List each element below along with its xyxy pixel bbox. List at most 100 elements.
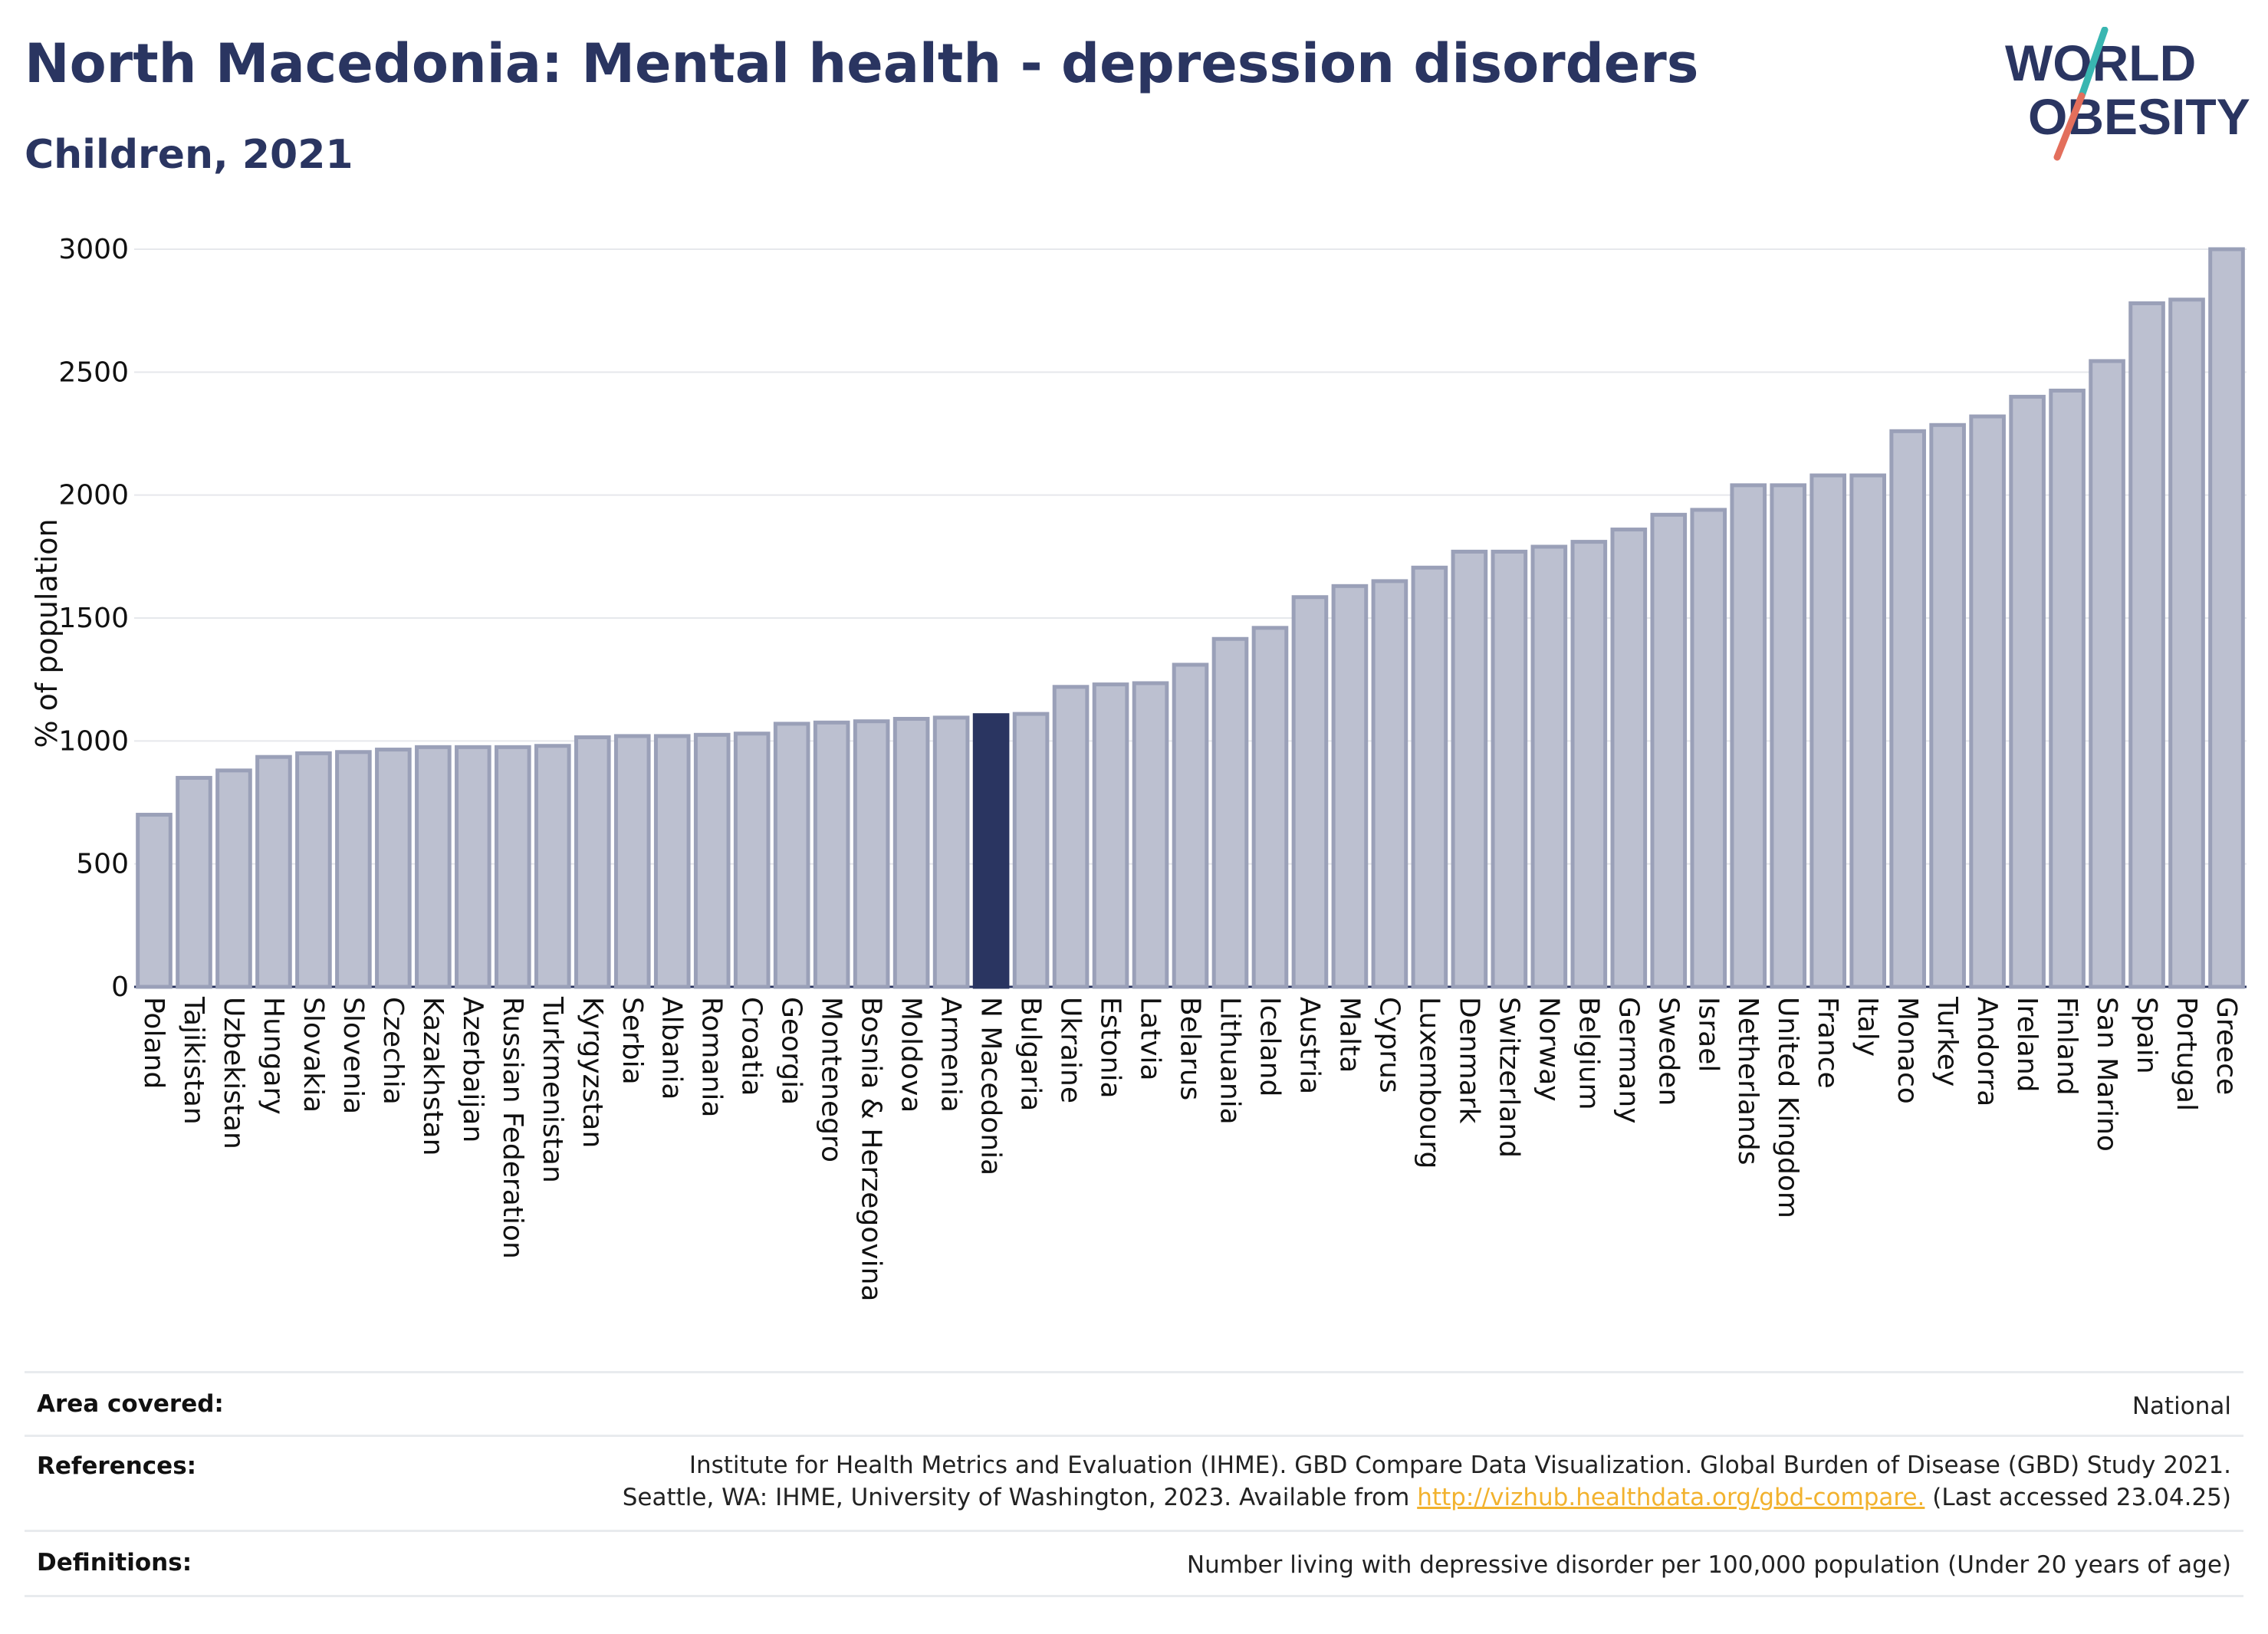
bar xyxy=(1411,565,1448,989)
x-tick-label: Sweden xyxy=(1652,997,1684,1106)
x-tick-label: Kyrgyzstan xyxy=(577,997,608,1148)
x-tick-label: Austria xyxy=(1293,997,1325,1094)
x-tick-label: Spain xyxy=(2131,997,2162,1074)
logo-slash-teal xyxy=(2078,27,2109,100)
bar xyxy=(255,755,292,989)
logo-slash-coral xyxy=(2053,92,2086,161)
bar xyxy=(2208,247,2245,989)
bar xyxy=(2049,388,2086,989)
bar xyxy=(215,768,252,989)
y-tick-label: 0 xyxy=(111,972,129,1003)
x-tick-label: Italy xyxy=(1852,997,1883,1057)
x-tick-label: Montenegro xyxy=(816,997,847,1162)
x-tick-label: Greece xyxy=(2210,997,2242,1095)
x-tick-label: Portugal xyxy=(2171,997,2202,1111)
x-tick-label: Germany xyxy=(1612,997,1644,1123)
x-tick-label: Belgium xyxy=(1573,997,1604,1110)
x-tick-label: Switzerland xyxy=(1493,997,1524,1158)
bar-chart: 0 500 1000 1500 2000 2500 3000 Poland Tajikista… xyxy=(30,234,2247,1301)
bar xyxy=(2089,359,2125,989)
x-tick-label: Armenia xyxy=(935,997,967,1113)
x-tick-label: Croatia xyxy=(736,997,768,1096)
bar xyxy=(1889,429,1926,989)
bar xyxy=(733,732,771,989)
y-tick-label: 1000 xyxy=(58,725,129,757)
bar xyxy=(136,813,173,989)
references-line2-post: (Last accessed 23.04.25) xyxy=(1925,1484,2231,1511)
x-tick-label: Georgia xyxy=(776,997,807,1105)
x-tick-label: Luxembourg xyxy=(1413,997,1445,1169)
bar xyxy=(1849,473,1886,989)
x-tick-label: Bosnia & Herzegovina xyxy=(856,997,887,1301)
bar xyxy=(455,745,491,989)
bar xyxy=(176,775,212,989)
x-tick-label: Bulgaria xyxy=(1015,997,1047,1111)
bar xyxy=(613,734,651,989)
bar xyxy=(813,720,850,989)
x-tick-label: Ireland xyxy=(2011,997,2043,1093)
bar xyxy=(1132,681,1169,989)
bar xyxy=(2128,301,2165,989)
bar xyxy=(1809,473,1847,989)
y-tick-label: 2000 xyxy=(58,480,129,511)
bar xyxy=(1650,512,1688,989)
definitions-label: Definitions: xyxy=(37,1549,192,1576)
bar xyxy=(1491,549,1528,989)
x-tick-label: Iceland xyxy=(1254,997,1285,1096)
bar xyxy=(932,715,970,989)
x-tick-label: France xyxy=(1812,997,1843,1089)
y-tick-label: 2500 xyxy=(58,357,129,388)
y-tick-label: 3000 xyxy=(58,234,129,265)
bar xyxy=(1770,483,1807,989)
x-tick-label: Slovakia xyxy=(297,997,329,1113)
x-tick-label: Russian Federation xyxy=(497,997,528,1259)
bars xyxy=(136,247,2245,989)
area-covered-row: Area covered: National xyxy=(25,1371,2243,1435)
references-row: References: Institute for Health Metrics… xyxy=(25,1435,2243,1530)
x-tick-label: Ukraine xyxy=(1055,997,1086,1103)
bar xyxy=(1451,549,1488,989)
x-tick-label: Turkey xyxy=(1931,996,1963,1087)
chart-subtitle: Children, 2021 xyxy=(25,132,353,178)
references-line2-pre: Seattle, WA: IHME, University of Washing… xyxy=(622,1484,1418,1511)
x-tick-label: Hungary xyxy=(258,997,289,1115)
x-tick-label: Serbia xyxy=(616,997,648,1085)
x-tick-label: United Kingdom xyxy=(1772,997,1803,1218)
x-tick-label: Slovenia xyxy=(337,997,369,1114)
x-tick-label: Albania xyxy=(656,997,688,1100)
world-obesity-logo: WORLD OBESITY xyxy=(2005,27,2250,161)
bar xyxy=(534,744,571,989)
bar xyxy=(1570,540,1608,989)
x-tick-label: Kazakhstan xyxy=(417,997,449,1156)
area-covered-value: National xyxy=(2132,1392,2231,1420)
bar xyxy=(415,745,452,989)
x-tick-label: Poland xyxy=(138,997,169,1089)
bar xyxy=(1610,528,1648,989)
references-link[interactable]: http://vizhub.healthdata.org/gbd-compare… xyxy=(1417,1484,1925,1511)
bar xyxy=(1969,414,2006,989)
bar xyxy=(773,722,810,989)
x-tick-label: Finland xyxy=(2051,997,2082,1096)
x-tick-label: Estonia xyxy=(1095,997,1126,1099)
bar xyxy=(853,719,890,989)
x-tick-label: Tajikistan xyxy=(178,996,209,1125)
x-tick-label: Lithuania xyxy=(1214,997,1245,1125)
definitions-row: Definitions: Number living with depressi… xyxy=(25,1530,2243,1597)
x-tick-label: Israel xyxy=(1692,997,1724,1072)
x-tick-label: Denmark xyxy=(1453,997,1484,1124)
bar xyxy=(1172,662,1209,989)
x-tick-label: Czechia xyxy=(377,997,409,1105)
bar xyxy=(1690,508,1727,989)
bar xyxy=(335,750,372,989)
bar xyxy=(693,732,731,989)
definitions-value: Number living with depressive disorder p… xyxy=(1186,1551,2231,1579)
bar xyxy=(1929,422,1966,989)
x-tick-label: Romania xyxy=(696,997,728,1117)
bar xyxy=(1371,579,1408,989)
bar xyxy=(2168,298,2205,989)
bar xyxy=(1092,682,1129,989)
x-tick-labels: Poland Tajikistan Uzbekistan Hungary Slovaki… xyxy=(138,996,2242,1301)
bar xyxy=(1211,636,1249,989)
y-axis-label: % of population xyxy=(30,518,64,748)
x-tick-label: Malta xyxy=(1333,997,1365,1073)
